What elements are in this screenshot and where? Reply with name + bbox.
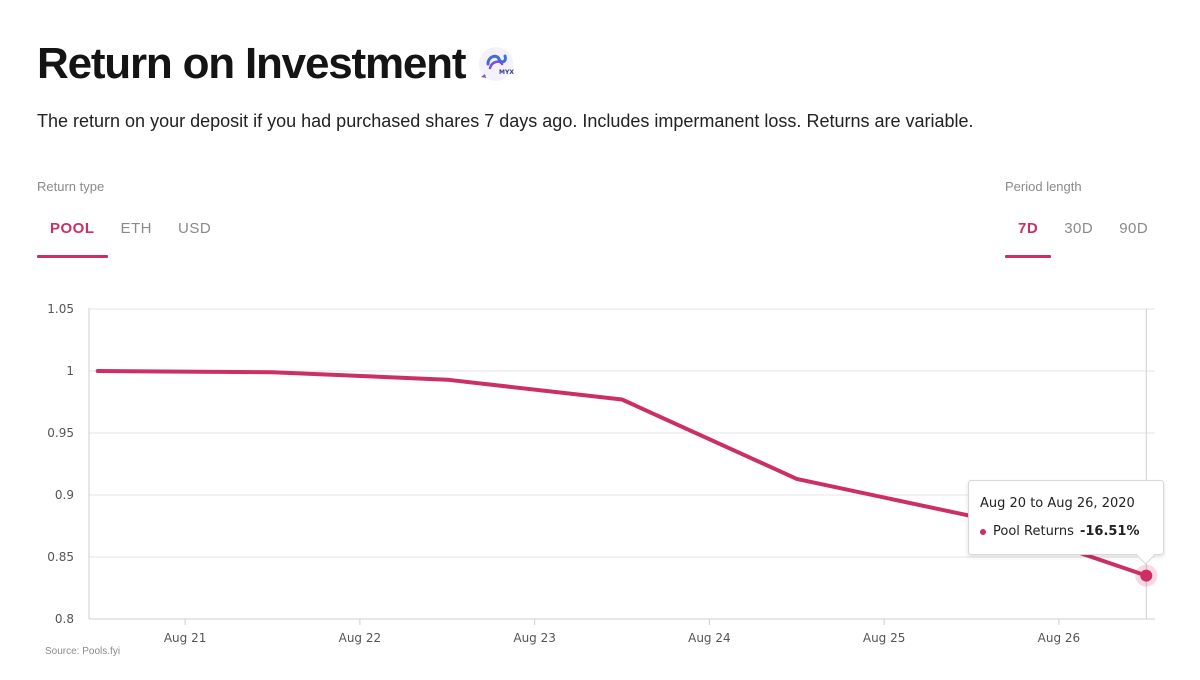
y-tick-label: 1	[66, 364, 74, 378]
roi-line-chart[interactable]: 1.05 1 0.95 0.9 0.85 0.8 Aug 21 Aug 22 Aug 23 Aug…	[0, 280, 1200, 650]
x-tick-label: Aug 21	[164, 631, 207, 645]
chart-tooltip: Aug 20 to Aug 26, 2020 Pool Returns -16.…	[968, 480, 1164, 555]
chart-source: Source: Pools.fyi	[45, 646, 121, 657]
x-tick-label: Aug 22	[339, 631, 382, 645]
y-tick-label: 0.85	[47, 550, 74, 564]
data-point	[795, 477, 799, 481]
data-point	[96, 369, 100, 373]
y-tick-label: 1.05	[47, 302, 74, 316]
tooltip-series-label: Pool Returns	[993, 524, 1074, 539]
pool-logo: MYX	[475, 44, 515, 84]
x-tick-label: Aug 25	[863, 631, 906, 645]
tab-90d[interactable]: 90D	[1119, 220, 1149, 237]
return-type-tabs: POOL ETH USD	[37, 216, 224, 258]
tab-eth[interactable]: ETH	[120, 220, 153, 237]
data-point	[445, 378, 449, 382]
return-type-label: Return type	[37, 179, 105, 194]
data-point	[270, 370, 274, 374]
tooltip-date-range: Aug 20 to Aug 26, 2020	[980, 496, 1135, 511]
tab-pool[interactable]: POOL	[37, 216, 108, 258]
x-tick-label: Aug 23	[513, 631, 556, 645]
y-tick-label: 0.9	[55, 488, 74, 502]
series-dot-icon	[980, 528, 986, 535]
y-tick-label: 0.95	[47, 426, 74, 440]
data-point	[620, 398, 624, 402]
period-length-label: Period length	[1005, 179, 1082, 194]
title-row: Return on Investment MYX	[37, 36, 515, 92]
period-length-tabs: 7D 30D 90D	[1005, 216, 1161, 258]
data-point	[1140, 569, 1153, 582]
logo-text: MYX	[499, 69, 514, 76]
y-tick-label: 0.8	[55, 612, 74, 626]
tooltip-value: -16.51%	[1079, 524, 1140, 539]
tab-7d[interactable]: 7D	[1005, 216, 1052, 258]
x-tick-label: Aug 24	[688, 631, 731, 645]
tooltip-row: Pool Returns -16.51%	[980, 524, 1140, 539]
page-title: Return on Investment	[37, 39, 466, 88]
page-subtitle: The return on your deposit if you had pu…	[37, 111, 974, 131]
tab-usd[interactable]: USD	[178, 220, 212, 237]
tab-30d[interactable]: 30D	[1064, 220, 1094, 237]
x-tick-label: Aug 26	[1038, 631, 1081, 645]
